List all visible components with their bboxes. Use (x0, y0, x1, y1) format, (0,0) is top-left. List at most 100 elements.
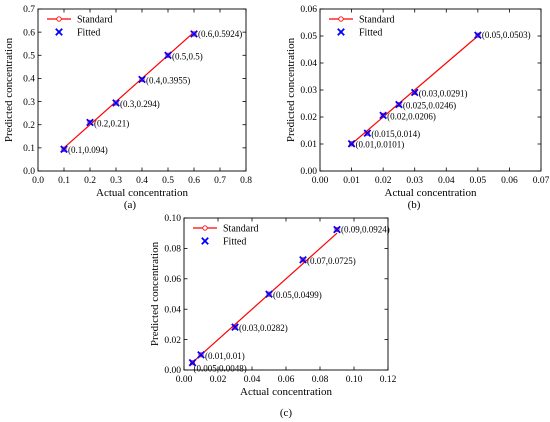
fitted-point (333, 225, 341, 234)
fitted-point (164, 51, 172, 60)
standard-series-line (63, 31, 195, 149)
fitted-marker-stroke (86, 118, 94, 127)
point-label: (0.01,0.0101) (356, 140, 405, 150)
y-tick-label: 0.01 (300, 140, 317, 150)
fitted-point (188, 358, 197, 367)
fitted-point (299, 255, 307, 264)
fitted-point (60, 145, 68, 154)
x-tick-label: 0.00 (312, 176, 329, 186)
point-label: (0.03,0.0291) (419, 88, 468, 98)
x-tick-label: 0.02 (375, 176, 392, 186)
fitted-marker-stroke (197, 350, 205, 359)
legend-label-standard: Standard (223, 224, 259, 235)
fitted-point (265, 290, 273, 298)
point-label: (0.07,0.0725) (307, 256, 356, 266)
x-tick-label: 0.04 (438, 176, 455, 186)
fitted-marker-stroke (379, 111, 387, 120)
x-tick-label: 0.10 (346, 375, 363, 385)
legend-marker-standard (56, 16, 62, 22)
point-label: (0.3,0.294) (120, 99, 160, 109)
fitted-marker-stroke (410, 88, 419, 97)
fitted-marker-stroke (138, 75, 146, 84)
legend-marker-standard (338, 16, 344, 22)
x-tick-label: 0.00 (176, 375, 193, 385)
y-tick-label: 0.08 (164, 245, 181, 255)
x-tick-label: 0.6 (188, 176, 200, 186)
point-label: (0.05,0.0499) (273, 290, 322, 300)
legend-label-fitted: Fitted (223, 237, 246, 248)
fitted-point (231, 323, 239, 331)
x-tick-label: 0.07 (533, 176, 550, 186)
x-tick-label: 0.7 (214, 176, 226, 186)
point-label: (0.02,0.0206) (387, 111, 436, 121)
chart-panel-3: 0.00 0.02 0.04 0.06 0.08 0.10 0.12 0.00 0.02 0.04… (149, 214, 397, 419)
x-tick-label: 0.8 (240, 176, 252, 186)
x-tick-label: 0.4 (136, 176, 148, 186)
fitted-marker-stroke (299, 255, 307, 264)
fitted-point (197, 350, 205, 359)
panel-letter: (c) (280, 407, 293, 419)
point-label: (0.6,0.5924) (198, 29, 242, 39)
fitted-point (379, 111, 387, 120)
x-tick-label: 0.1 (58, 176, 70, 186)
x-tick-label: 0.12 (380, 375, 397, 385)
y-axis-title: Predicted concentration (3, 37, 15, 142)
x-tick-label: 0.5 (162, 176, 174, 186)
fitted-marker-stroke (395, 100, 403, 109)
fitted-point (395, 100, 403, 109)
y-tick-label: 0.04 (164, 305, 181, 315)
x-tick-label: 0.06 (278, 375, 295, 385)
y-tick-label: 0.10 (164, 214, 181, 224)
fitted-point (86, 118, 94, 127)
y-tick-label: 0.00 (164, 366, 181, 376)
point-label: (0.4,0.3955) (146, 75, 190, 85)
x-tick-label: 0.3 (110, 176, 122, 186)
x-tick-label: 0.05 (470, 176, 487, 186)
y-tick-label: 0.4 (23, 75, 35, 85)
fitted-marker-stroke (333, 225, 341, 234)
legend-label-standard: Standard (359, 15, 395, 26)
y-tick-label: 0.02 (300, 113, 317, 123)
x-tick-label: 0.06 (501, 176, 518, 186)
x-axis-title: Actual concentration (240, 386, 332, 398)
fitted-marker-stroke (347, 139, 356, 148)
panel-letter: (a) (124, 199, 137, 211)
fitted-marker-stroke (363, 129, 372, 138)
y-tick-label: 0.05 (300, 32, 317, 42)
y-tick-label: 0.5 (23, 51, 35, 61)
x-tick-label: 0.2 (84, 176, 96, 186)
panel-letter: (b) (408, 199, 421, 211)
y-tick-label: 0.3 (23, 98, 35, 108)
x-tick-label: 0.02 (210, 375, 227, 385)
point-label: (0.01,0.01) (205, 351, 245, 361)
legend-label-fitted: Fitted (359, 28, 382, 39)
fitted-marker-stroke (188, 358, 197, 367)
legend-label-fitted: Fitted (77, 28, 100, 39)
y-tick-label: 0.7 (23, 5, 35, 15)
y-axis-title: Predicted concentration (285, 37, 297, 142)
x-tick-label: 0.08 (312, 375, 329, 385)
x-tick-label: 0.0 (32, 176, 44, 186)
point-label: (0.09,0.0924) (341, 225, 390, 235)
y-tick-label: 0.06 (300, 5, 317, 15)
x-axis-title: Actual concentration (96, 187, 188, 199)
chart-panel-2: 0.00 0.01 0.02 0.03 0.04 0.05 0.06 0.07 0.00 0.01… (285, 5, 550, 211)
legend-marker-fitted (337, 28, 345, 36)
y-tick-label: 0.6 (23, 28, 35, 38)
fitted-marker-stroke (112, 99, 120, 107)
legend-label-standard: Standard (77, 15, 113, 26)
y-tick-label: 0.03 (300, 86, 317, 96)
y-tick-label: 0.00 (300, 167, 317, 177)
y-tick-label: 0.02 (164, 336, 181, 346)
fitted-point (138, 75, 146, 84)
x-tick-label: 0.03 (406, 176, 423, 186)
y-tick-label: 0.04 (300, 59, 317, 69)
fitted-marker-stroke (164, 51, 172, 60)
y-tick-label: 0.0 (23, 167, 35, 177)
y-tick-label: 0.1 (23, 144, 35, 154)
point-label: (0.5,0.5) (172, 51, 203, 61)
y-axis-title: Predicted concentration (149, 241, 161, 346)
point-label: (0.015,0.014) (371, 129, 420, 139)
fitted-point (410, 88, 419, 97)
